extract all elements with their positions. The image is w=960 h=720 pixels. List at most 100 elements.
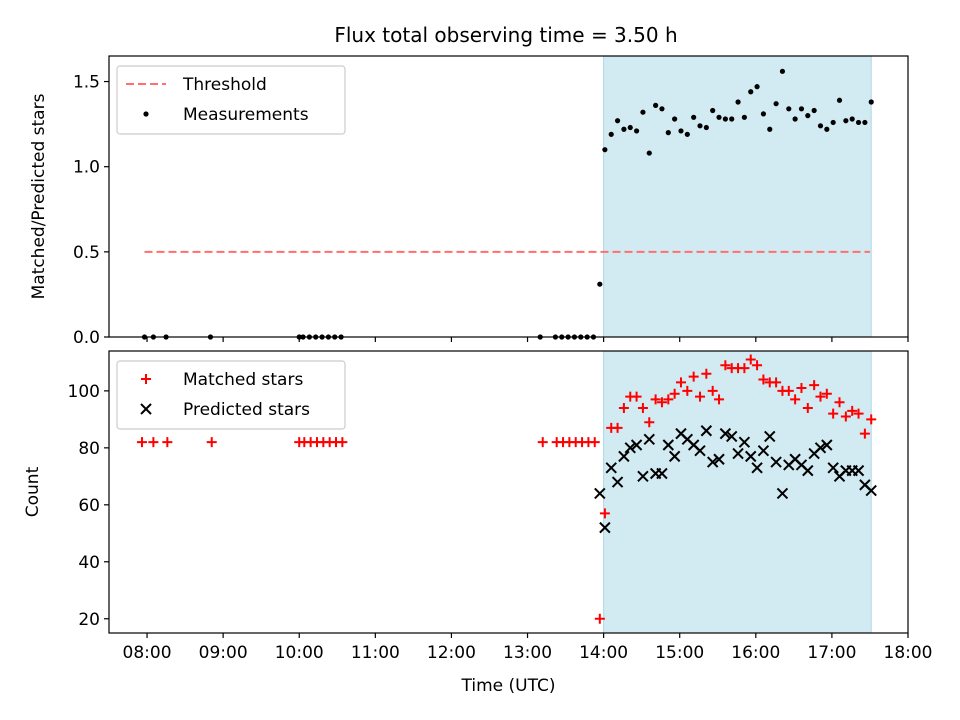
predicted-star-point <box>770 456 782 468</box>
matched-star-point <box>618 402 629 413</box>
axes-frame <box>108 55 909 338</box>
measurement-point <box>665 130 671 136</box>
predicted-star-point <box>611 476 624 488</box>
measurement-point <box>773 101 779 107</box>
top-panel-ratio-plot: 0.0 0.5 1.0 1.5 Matched/Predicted stars Thres… <box>29 55 909 348</box>
y-tick-label: 80 <box>78 439 100 459</box>
y-tick-label: 20 <box>78 610 100 630</box>
matched-star-point <box>834 397 845 408</box>
predicted-star-point <box>618 450 630 463</box>
measurement-point <box>836 97 843 103</box>
y-tick-label: 60 <box>78 496 100 516</box>
x-tick-label: 15:00 <box>655 643 704 663</box>
measurement-point <box>659 106 665 112</box>
x-tick-label: 16:00 <box>731 643 780 663</box>
matched-star-point <box>589 437 600 448</box>
predicted-star-point <box>713 453 725 465</box>
y-tick-label: 0.0 <box>73 328 100 348</box>
measurement-point <box>640 109 646 115</box>
x-tick-label: 10:00 <box>275 643 324 663</box>
measurement-point <box>779 68 786 74</box>
matched-star-point <box>752 360 763 371</box>
matched-star-point <box>612 422 623 433</box>
measurement-point <box>767 126 773 132</box>
measurement-point <box>811 107 817 114</box>
predicted-star-point <box>738 436 751 448</box>
matched-star-point <box>853 408 864 419</box>
measurement-point <box>862 119 868 126</box>
matched-star-point <box>675 377 686 388</box>
predicted-star-point <box>694 444 706 457</box>
matched-star-point <box>599 508 610 519</box>
matched-star-point <box>337 437 348 448</box>
chart-title: Flux total observing time = 3.50 h <box>334 23 677 47</box>
matched-star-point <box>701 368 712 379</box>
matched-star-point <box>537 437 548 448</box>
matched-star-point <box>847 405 858 416</box>
predicted-star-point <box>814 442 827 454</box>
x-tick-label: 18:00 <box>884 643 933 663</box>
measurement-point <box>729 116 735 122</box>
measurement-point <box>627 124 633 131</box>
predicted-star-point <box>732 447 744 460</box>
matched-star-point <box>815 391 826 402</box>
matched-star-point <box>669 388 680 399</box>
observing-time-span <box>603 55 872 338</box>
measurement-point <box>703 124 709 131</box>
predicted-star-point <box>599 521 611 534</box>
predicted-star-point <box>643 433 655 446</box>
y-tick-label: 1.0 <box>73 158 100 178</box>
x-tick-label: 11:00 <box>351 643 400 663</box>
predicted-star-point <box>726 430 738 443</box>
predicted-star-point <box>764 430 776 443</box>
predicted-star-point <box>865 484 877 497</box>
matched-star-point <box>656 397 667 408</box>
predicted-star-point <box>668 450 681 463</box>
matched-star-point <box>758 374 769 385</box>
measurement-point <box>754 84 760 90</box>
measurement-point <box>792 116 798 122</box>
measurement-point <box>672 116 678 122</box>
measurement-point <box>646 150 652 156</box>
predicted-star-point <box>624 442 636 454</box>
y-tick-label: 100 <box>68 382 100 402</box>
y-tick-label: 40 <box>78 553 100 573</box>
measurement-point <box>760 111 767 117</box>
matched-star-point <box>809 380 820 391</box>
predicted-star-point <box>706 456 719 468</box>
predicted-star-point <box>852 464 865 477</box>
measurement-point <box>691 114 697 120</box>
predicted-star-point <box>605 462 617 474</box>
matched-star-point <box>707 385 718 396</box>
y-tick-label: 0.5 <box>73 243 100 263</box>
x-axis-label: Time (UTC) <box>461 676 556 696</box>
y-tick-label: 1.5 <box>73 73 100 93</box>
predicted-star-point <box>745 450 757 463</box>
legend-measurement-swatch <box>143 111 149 117</box>
measurement-point <box>602 147 608 153</box>
legend-box <box>116 360 346 430</box>
x-tick-label: 13:00 <box>503 643 552 663</box>
legend-label: Threshold <box>182 75 267 95</box>
matched-star-point <box>637 402 648 413</box>
matched-star-point <box>866 414 877 425</box>
predicted-star-point <box>719 427 732 440</box>
matched-star-point <box>714 394 725 405</box>
measurement-point <box>805 113 811 119</box>
matched-star-point <box>688 371 699 382</box>
matched-star-point <box>206 437 217 448</box>
y-axis-label: Count <box>23 466 43 517</box>
measurement-point <box>614 118 621 124</box>
matched-star-point <box>840 411 851 422</box>
x-tick-label: 09:00 <box>199 643 248 663</box>
predicted-star-point <box>700 425 713 437</box>
y-axis-label: Matched/Predicted stars <box>29 93 49 299</box>
matched-star-point <box>695 391 706 402</box>
matched-star-point <box>663 394 674 405</box>
matched-star-point <box>796 383 807 394</box>
measurement-point <box>722 116 728 122</box>
predicted-star-point <box>821 439 833 451</box>
matched-star-point <box>828 408 839 419</box>
matched-star-point <box>739 363 750 374</box>
matched-star-point <box>790 394 801 405</box>
